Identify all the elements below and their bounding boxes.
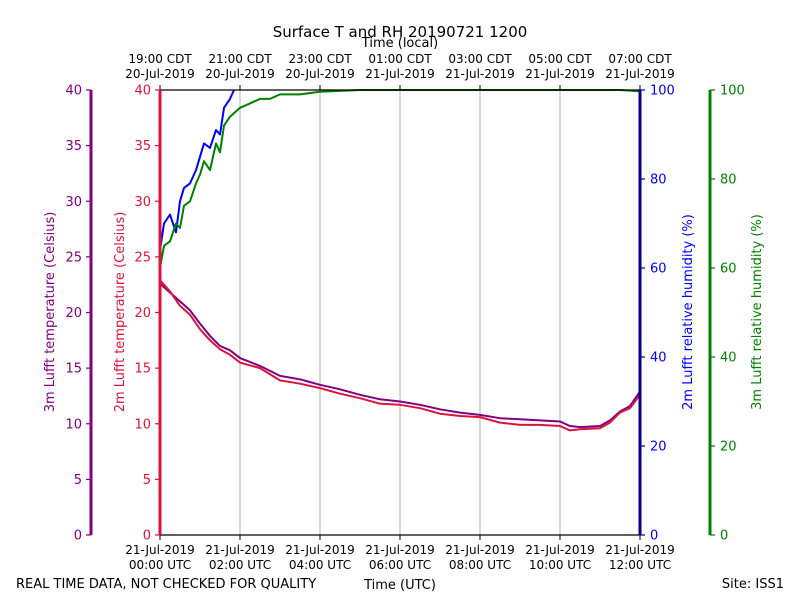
left-inner-tick-label: 25 <box>134 250 151 265</box>
top-tick-label: 21-Jul-2019 <box>365 67 435 81</box>
left-inner-tick-label: 10 <box>134 417 151 432</box>
left-outer-tick-label: 10 <box>65 417 82 432</box>
left-outer-tick-label: 15 <box>65 362 82 377</box>
right-outer-tick-label: 0 <box>720 529 728 544</box>
grid-lines <box>239 90 561 535</box>
right-outer-tick-label: 80 <box>720 173 737 188</box>
bottom-tick-label: 21-Jul-2019 <box>365 543 435 557</box>
bottom-tick-label: 10:00 UTC <box>529 558 591 572</box>
left-inner-tick-label: 35 <box>134 139 151 154</box>
site-label: Site: ISS1 <box>722 577 784 592</box>
right-inner-tick-label: 80 <box>650 173 667 188</box>
left-inner-tick-label: 5 <box>143 473 151 488</box>
left-outer-tick-label: 35 <box>65 139 82 154</box>
bottom-tick-label: 21-Jul-2019 <box>125 543 195 557</box>
left-inner-axis-label: 2m Lufft temperature (Celsius) <box>113 212 128 413</box>
right-outer-tick-label: 60 <box>720 262 737 277</box>
series-line-1 <box>159 279 641 432</box>
right-inner-tick-label: 20 <box>650 440 667 455</box>
right-inner-tick-label: 100 <box>650 84 675 99</box>
bottom-axis-title: Time (UTC) <box>363 578 436 593</box>
bottom-tick-label: 06:00 UTC <box>369 558 431 572</box>
right-outer-tick-label: 20 <box>720 440 737 455</box>
right-outer-tick-label: 40 <box>720 351 737 366</box>
top-tick-label: 01:00 CDT <box>368 52 432 66</box>
bottom-tick-label: 21-Jul-2019 <box>605 543 675 557</box>
right-inner-tick-label: 0 <box>650 529 658 544</box>
bottom-tick-label: 12:00 UTC <box>609 558 671 572</box>
bottom-tick-label: 21-Jul-2019 <box>205 543 275 557</box>
left-outer-tick-label: 5 <box>74 473 82 488</box>
left-outer-tick-label: 30 <box>65 195 82 210</box>
left-outer-tick-label: 40 <box>65 84 82 99</box>
bottom-tick-label: 21-Jul-2019 <box>285 543 355 557</box>
quality-note: REAL TIME DATA, NOT CHECKED FOR QUALITY <box>16 577 316 592</box>
right-inner-axis-label: 2m Lufft relative humidity (%) <box>681 214 696 410</box>
left-inner-tick-label: 0 <box>143 529 151 544</box>
left-inner-tick-label: 20 <box>134 306 151 321</box>
left-outer-axis-label: 3m Lufft temperature (Celsius) <box>43 212 58 413</box>
top-tick-label: 19:00 CDT <box>128 52 192 66</box>
left-inner-tick-label: 40 <box>134 84 151 99</box>
top-tick-label: 23:00 CDT <box>288 52 352 66</box>
left-outer-tick-label: 0 <box>74 529 82 544</box>
top-tick-label: 21-Jul-2019 <box>605 67 675 81</box>
top-tick-label: 07:00 CDT <box>608 52 672 66</box>
bottom-tick-label: 21-Jul-2019 <box>445 543 515 557</box>
series-line-2 <box>159 89 235 251</box>
left-outer-tick-label: 20 <box>65 306 82 321</box>
top-tick-label: 21:00 CDT <box>208 52 272 66</box>
top-tick-label: 20-Jul-2019 <box>285 67 355 81</box>
top-tick-label: 20-Jul-2019 <box>205 67 275 81</box>
top-tick-label: 03:00 CDT <box>448 52 512 66</box>
left-outer-tick-label: 25 <box>65 250 82 265</box>
top-tick-label: 21-Jul-2019 <box>525 67 595 81</box>
left-inner-tick-label: 15 <box>134 362 151 377</box>
left-inner-tick-label: 30 <box>134 195 151 210</box>
top-tick-label: 21-Jul-2019 <box>445 67 515 81</box>
top-tick-label: 05:00 CDT <box>528 52 592 66</box>
bottom-tick-label: 00:00 UTC <box>129 558 191 572</box>
top-tick-label: 20-Jul-2019 <box>125 67 195 81</box>
bottom-tick-label: 08:00 UTC <box>449 558 511 572</box>
right-inner-tick-label: 60 <box>650 262 667 277</box>
chart-title: Surface T and RH 20190721 1200 <box>273 23 528 41</box>
right-outer-tick-label: 100 <box>720 84 745 99</box>
series-line-0 <box>159 282 641 429</box>
right-outer-axis-label: 3m Lufft relative humidity (%) <box>750 214 765 410</box>
axes-frame <box>86 85 715 540</box>
bottom-tick-label: 02:00 UTC <box>209 558 271 572</box>
bottom-tick-label: 04:00 UTC <box>289 558 351 572</box>
top-axis-title: Time (local) <box>361 36 438 51</box>
right-inner-tick-label: 40 <box>650 351 667 366</box>
bottom-tick-label: 21-Jul-2019 <box>525 543 595 557</box>
